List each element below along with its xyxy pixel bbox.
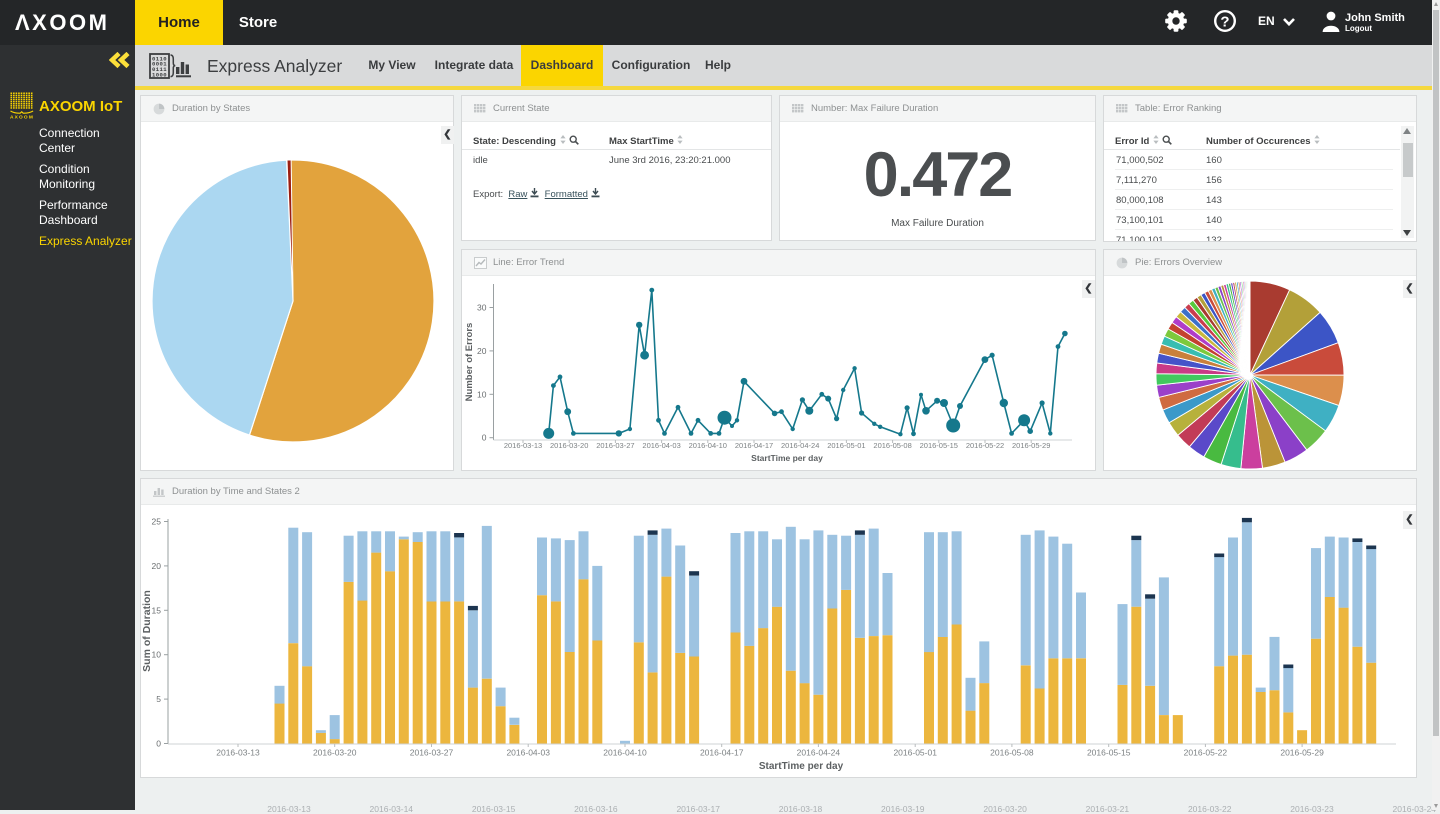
svg-text:Sum of Duration: Sum of Duration bbox=[141, 590, 153, 672]
svg-text:2016-03-20: 2016-03-20 bbox=[550, 441, 588, 450]
svg-text:2016-05-22: 2016-05-22 bbox=[966, 441, 1004, 450]
svg-text:2016-03-13: 2016-03-13 bbox=[216, 748, 260, 758]
svg-text:0110: 0110 bbox=[152, 55, 167, 62]
svg-text:2016-03-20: 2016-03-20 bbox=[313, 748, 357, 758]
svg-text:20: 20 bbox=[477, 346, 487, 356]
svg-text:2016-04-03: 2016-04-03 bbox=[506, 748, 550, 758]
svg-text:2016-04-03: 2016-04-03 bbox=[642, 441, 680, 450]
svg-text:2016-03-13: 2016-03-13 bbox=[504, 441, 542, 450]
svg-text:AXOOM: AXOOM bbox=[10, 115, 34, 121]
svg-text:2016-04-17: 2016-04-17 bbox=[735, 441, 773, 450]
svg-text:?: ? bbox=[1220, 14, 1229, 31]
svg-text:2016-05-08: 2016-05-08 bbox=[873, 441, 911, 450]
svg-text:2016-05-01: 2016-05-01 bbox=[827, 441, 865, 450]
svg-text:5: 5 bbox=[156, 694, 161, 704]
svg-text:1000: 1000 bbox=[152, 72, 167, 79]
svg-text:2016-04-17: 2016-04-17 bbox=[700, 748, 744, 758]
svg-text:2016-04-24: 2016-04-24 bbox=[797, 748, 841, 758]
svg-text:2016-05-29: 2016-05-29 bbox=[1012, 441, 1050, 450]
svg-text:2016-05-08: 2016-05-08 bbox=[990, 748, 1034, 758]
svg-text:2016-05-29: 2016-05-29 bbox=[1280, 748, 1324, 758]
svg-text:Number of Errors: Number of Errors bbox=[464, 323, 475, 402]
svg-text:10: 10 bbox=[152, 650, 162, 660]
svg-text:0: 0 bbox=[482, 433, 487, 443]
svg-text:2016-04-10: 2016-04-10 bbox=[603, 748, 647, 758]
svg-text:10: 10 bbox=[477, 389, 487, 399]
svg-text:2016-05-15: 2016-05-15 bbox=[920, 441, 958, 450]
svg-text:2016-04-24: 2016-04-24 bbox=[781, 441, 819, 450]
svg-text:0: 0 bbox=[156, 739, 161, 749]
svg-text:25: 25 bbox=[152, 517, 162, 527]
svg-text:20: 20 bbox=[152, 561, 162, 571]
svg-text:2016-04-10: 2016-04-10 bbox=[689, 441, 727, 450]
svg-text:0001: 0001 bbox=[152, 61, 167, 68]
svg-text:StartTime per day: StartTime per day bbox=[751, 453, 823, 463]
svg-text:2016-05-22: 2016-05-22 bbox=[1184, 748, 1228, 758]
svg-text:2016-05-01: 2016-05-01 bbox=[893, 748, 937, 758]
svg-text:30: 30 bbox=[477, 303, 487, 313]
svg-text:2016-03-27: 2016-03-27 bbox=[410, 748, 454, 758]
svg-text:15: 15 bbox=[152, 605, 162, 615]
svg-text:2016-03-27: 2016-03-27 bbox=[596, 441, 634, 450]
svg-text:0111: 0111 bbox=[152, 66, 167, 73]
svg-text:2016-05-15: 2016-05-15 bbox=[1087, 748, 1131, 758]
svg-text:StartTime per day: StartTime per day bbox=[759, 761, 844, 772]
